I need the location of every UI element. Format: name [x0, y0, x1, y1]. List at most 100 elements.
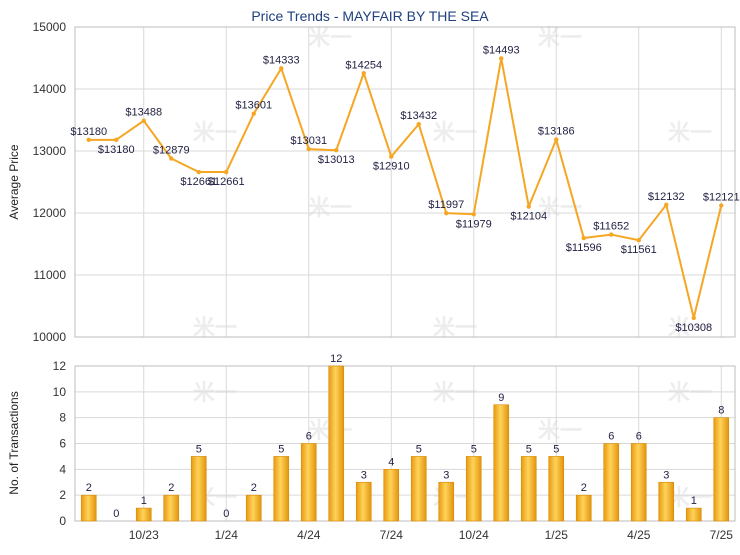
transaction-bar: [520, 456, 537, 522]
transactions-y-tick-label: 12: [53, 359, 67, 373]
price-data-label: $11561: [621, 244, 657, 256]
price-point: [719, 203, 724, 208]
transaction-data-label: 5: [471, 443, 477, 455]
transaction-bar: [713, 417, 730, 522]
watermark: 米一: [668, 485, 712, 510]
price-point: [609, 232, 614, 237]
price-data-label: $12132: [648, 191, 685, 203]
transactions-y-tick-label: 8: [59, 411, 66, 425]
price-y-axis-title: Average Price: [7, 144, 21, 219]
transaction-data-label: 2: [168, 482, 174, 494]
price-point: [499, 56, 504, 61]
transaction-bar: [438, 481, 455, 522]
transaction-data-label: 5: [416, 443, 422, 455]
transaction-data-label: 8: [718, 405, 724, 417]
x-tick-label: 4/24: [297, 528, 321, 542]
transaction-data-label: 2: [86, 482, 92, 494]
price-data-label: $13031: [290, 135, 327, 147]
x-tick-label: 7/24: [380, 528, 404, 542]
transaction-data-label: 4: [388, 456, 394, 468]
price-data-label: $14333: [263, 54, 300, 66]
transactions-y-tick-label: 2: [59, 488, 66, 502]
transaction-bar: [300, 443, 317, 522]
watermark: 米一: [433, 315, 477, 340]
price-point: [416, 122, 421, 127]
transaction-data-label: 2: [251, 482, 257, 494]
price-point: [251, 111, 256, 116]
price-point: [86, 137, 91, 143]
watermark: 米一: [668, 315, 712, 340]
watermark: 米一: [668, 120, 712, 145]
price-y-tick-label: 13000: [33, 144, 67, 158]
transaction-data-label: 5: [553, 443, 559, 455]
transaction-bar: [80, 494, 97, 522]
price-point: [334, 147, 339, 153]
transaction-bar: [135, 507, 152, 522]
price-data-label: $13488: [125, 107, 162, 119]
watermark: 米一: [193, 380, 237, 405]
x-tick-label: 10/23: [129, 528, 159, 542]
watermark: 米一: [538, 418, 582, 443]
transactions-y-tick-label: 4: [59, 462, 66, 476]
transaction-data-label: 5: [526, 443, 532, 455]
transaction-data-label: 5: [196, 443, 202, 455]
transaction-bar: [630, 443, 647, 522]
x-tick-label: 7/25: [710, 528, 734, 542]
price-point: [636, 238, 641, 243]
price-point: [471, 212, 476, 217]
price-data-label: $12879: [153, 145, 190, 157]
price-data-label: $11979: [456, 218, 492, 230]
transaction-data-label: 2: [581, 482, 587, 494]
price-data-label: $13601: [235, 100, 272, 112]
transaction-data-label: 3: [443, 469, 449, 481]
price-data-label: $12121: [703, 191, 740, 203]
transaction-data-label: 6: [636, 431, 642, 443]
chart-title: Price Trends - MAYFAIR BY THE SEA: [251, 8, 489, 24]
transactions-panel: 米一米一米一米一米一米一米一米一10/231/244/247/2410/241/…: [53, 353, 736, 542]
price-data-label: $14254: [345, 59, 382, 71]
price-data-label: $13186: [538, 125, 575, 137]
transaction-data-label: 5: [278, 443, 284, 455]
price-point: [169, 156, 174, 161]
price-point: [224, 169, 229, 175]
price-data-label: $10308: [675, 322, 712, 334]
transaction-data-label: 0: [113, 508, 119, 520]
price-data-label: $13013: [318, 154, 355, 166]
transaction-bar: [603, 443, 620, 522]
price-point: [581, 235, 586, 241]
price-data-label: $13432: [400, 110, 437, 122]
watermark: 米一: [668, 380, 712, 405]
transaction-bar: [465, 456, 482, 522]
x-tick-label: 10/24: [459, 528, 489, 542]
price-point: [279, 66, 284, 71]
transaction-bar: [575, 494, 592, 522]
price-point: [691, 315, 696, 321]
price-data-label: $12910: [373, 161, 410, 173]
price-y-tick-label: 10000: [33, 330, 67, 344]
transaction-data-label: 0: [223, 508, 229, 520]
price-point: [444, 210, 449, 216]
transaction-data-label: 6: [306, 431, 312, 443]
price-data-label: $13180: [70, 126, 107, 138]
transaction-bar: [658, 481, 675, 522]
price-data-label: $11596: [566, 242, 602, 254]
transactions-plot-frame: [74, 365, 736, 522]
price-point: [664, 202, 669, 208]
transactions-y-axis-title: No. of Transactions: [7, 391, 21, 494]
price-point: [554, 137, 559, 142]
price-data-label: $11997: [428, 199, 464, 211]
transaction-data-label: 9: [498, 392, 504, 404]
price-data-label: $12661: [180, 176, 217, 188]
transaction-data-label: 3: [663, 469, 669, 481]
price-series-line: [88, 57, 723, 319]
x-tick-label: 1/25: [545, 528, 569, 542]
transaction-bar: [190, 456, 207, 522]
price-data-label: $13180: [98, 144, 135, 156]
transaction-data-label: 3: [361, 469, 367, 481]
price-point: [526, 204, 531, 209]
price-y-tick-label: 14000: [33, 82, 67, 96]
price-y-tick-label: 11000: [34, 268, 67, 282]
price-data-label: $11652: [593, 221, 629, 233]
